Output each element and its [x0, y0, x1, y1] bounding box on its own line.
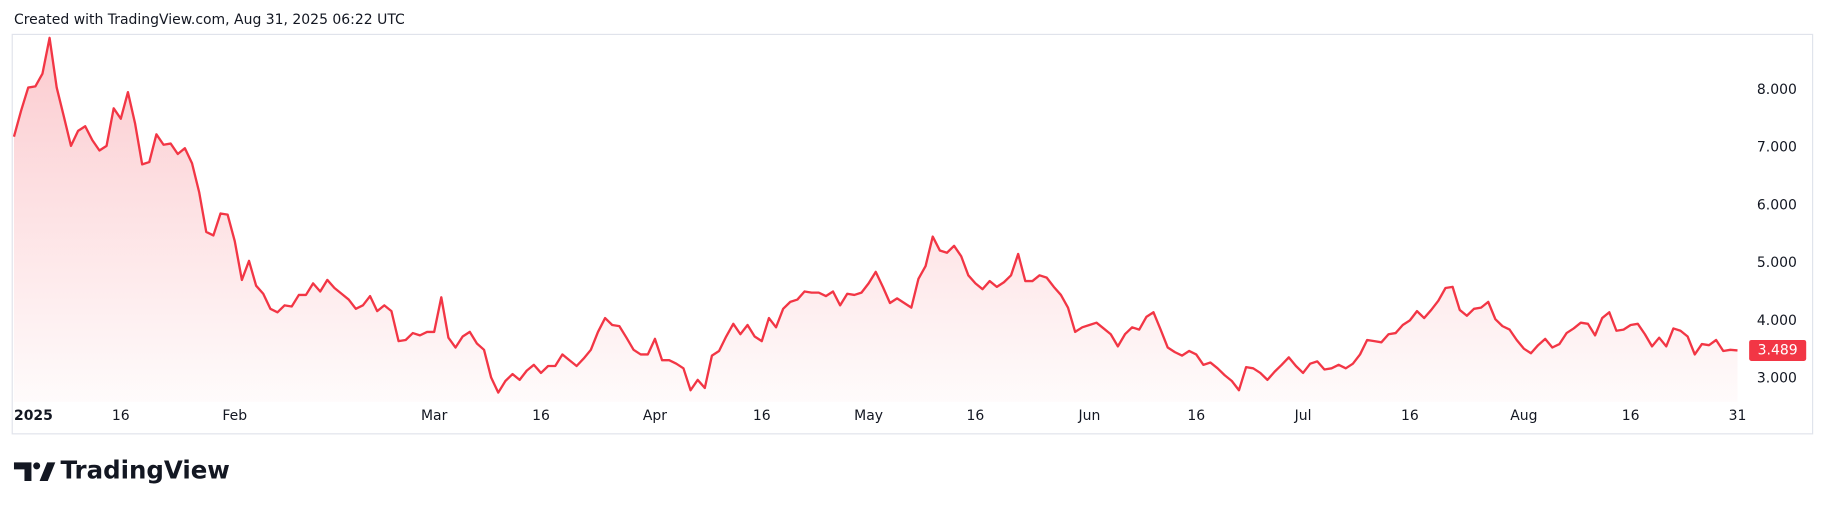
y-tick-label: 6.000 — [1757, 197, 1797, 213]
x-tick-label: Jul — [1294, 408, 1312, 424]
y-tick-label: 7.000 — [1757, 140, 1797, 156]
x-tick-label: Aug — [1510, 408, 1537, 424]
logo-icon — [33, 462, 41, 470]
x-tick-label: Feb — [222, 408, 247, 424]
price-line — [12, 36, 1738, 394]
logo[interactable]: TradingView — [13, 456, 230, 485]
chart-frame — [11, 33, 1814, 435]
x-tick-label: May — [854, 408, 883, 424]
logo-text: TradingView — [61, 456, 230, 485]
x-tick-label: Apr — [643, 408, 667, 424]
last-price-label: 3.489 — [1758, 342, 1798, 358]
plot: 3.000 4.000 5.000 6.000 7.000 8.000 2025 16 Feb M… — [12, 36, 1807, 424]
x-tick-label: 2025 — [14, 408, 53, 424]
logo-icon — [13, 462, 32, 482]
area-fill — [13, 37, 1738, 402]
x-tick-label: Jun — [1077, 408, 1100, 424]
x-tick-label: 16 — [753, 408, 771, 424]
x-tick-label: Mar — [421, 408, 448, 424]
last-price-badge — [1749, 339, 1807, 361]
caption: Created with TradingView.com, Aug 31, 20… — [14, 12, 405, 28]
y-tick-label: 3.000 — [1757, 371, 1797, 387]
x-tick-label: 16 — [1622, 408, 1640, 424]
x-tick-label: 16 — [1401, 408, 1419, 424]
y-tick-label: 5.000 — [1757, 255, 1797, 271]
x-tick-label: 16 — [532, 408, 550, 424]
x-tick-label: 16 — [1187, 408, 1205, 424]
x-tick-label: 31 — [1729, 408, 1747, 424]
logo-icon — [39, 462, 56, 482]
x-tick-label: 16 — [967, 408, 985, 424]
x-tick-label: 16 — [112, 408, 130, 424]
y-tick-label: 8.000 — [1757, 82, 1797, 98]
y-tick-label: 4.000 — [1757, 313, 1797, 329]
